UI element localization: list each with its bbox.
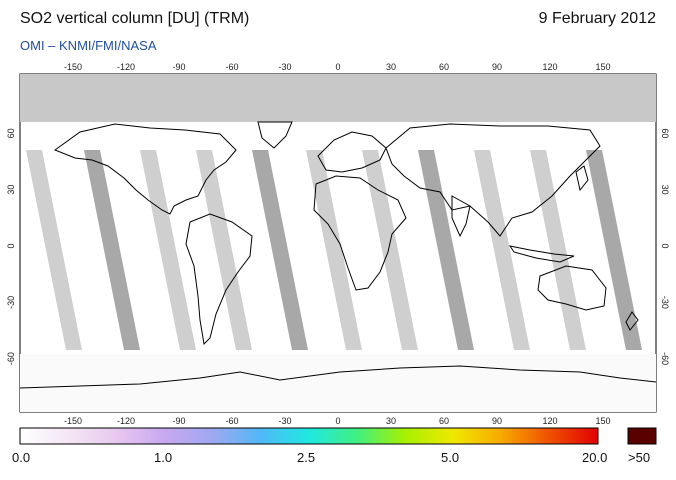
orbit-swath	[530, 150, 586, 350]
orbit-swath	[140, 150, 196, 350]
tick-label: 0	[6, 243, 16, 248]
tick-label: 30	[386, 416, 396, 426]
tick-label: -60	[6, 352, 16, 365]
data-source-label: OMI – KNMI/FMI/NASA	[20, 38, 157, 53]
south-low-signal-band	[20, 354, 656, 412]
latitude-ticks-right: 60 30 0 -30 -60	[660, 128, 670, 365]
new-zealand-outline	[625, 311, 639, 331]
colorbar-label-1: 1.0	[154, 450, 173, 465]
australia-outline	[537, 265, 607, 311]
tick-label: 0	[335, 62, 340, 72]
tick-label: -90	[172, 62, 185, 72]
europe-outline	[317, 131, 387, 173]
orbit-swath	[84, 150, 140, 350]
africa-outline	[313, 175, 407, 291]
orbit-swath	[26, 150, 82, 350]
orbit-swath	[474, 150, 530, 350]
asia-outline	[385, 123, 601, 237]
tick-label: -30	[6, 296, 16, 309]
map-date: 9 February 2012	[538, 10, 656, 27]
tick-label: 30	[6, 185, 16, 195]
tick-label: 150	[595, 62, 610, 72]
tick-label: 120	[542, 416, 557, 426]
tick-label: -150	[64, 416, 82, 426]
tick-label: 60	[439, 416, 449, 426]
orbit-swath	[196, 150, 252, 350]
longitude-ticks-top: -150 -120 -90 -60 -30 0 30 60 90 120 150	[64, 62, 611, 72]
orbit-swath	[418, 150, 474, 350]
tick-label: 60	[6, 128, 16, 138]
colorbar	[19, 427, 599, 445]
japan-outline	[575, 165, 589, 192]
tick-label: -120	[117, 62, 135, 72]
antarctica-outline	[20, 365, 656, 389]
tick-label: 90	[492, 62, 502, 72]
orbit-swath	[252, 150, 308, 350]
tick-label: -90	[172, 416, 185, 426]
tick-label: -150	[64, 62, 82, 72]
colorbar-overflow-box	[627, 427, 657, 445]
tick-label: -60	[225, 416, 238, 426]
tick-label: 60	[660, 128, 670, 138]
tick-label: 0	[660, 243, 670, 248]
orbit-gap-swaths	[26, 150, 642, 350]
colorbar-label-4: 20.0	[582, 450, 608, 465]
tick-label: -60	[660, 352, 670, 365]
india-outline	[451, 195, 471, 238]
tick-label: 90	[492, 416, 502, 426]
colorbar-overflow-label: >50	[628, 450, 651, 465]
coastlines	[20, 121, 656, 389]
tick-label: -30	[278, 62, 291, 72]
orbit-swath	[362, 150, 418, 350]
tick-label: 60	[439, 62, 449, 72]
latitude-ticks-left: 60 30 0 -30 -60	[6, 128, 16, 365]
tick-label: -60	[225, 62, 238, 72]
tick-label: -30	[660, 296, 670, 309]
tick-label: 120	[542, 62, 557, 72]
colorbar-label-0: 0.0	[12, 450, 31, 465]
orbit-swath	[586, 150, 642, 350]
tick-label: 30	[386, 62, 396, 72]
tick-label: -30	[278, 416, 291, 426]
north-america-outline	[53, 123, 237, 215]
map-title: SO2 vertical column [DU] (TRM)	[20, 10, 250, 27]
tick-label: 0	[335, 416, 340, 426]
greenland-outline	[257, 121, 293, 149]
tick-label: 150	[595, 416, 610, 426]
orbit-swath	[306, 150, 362, 350]
longitude-ticks-bottom: -150 -120 -90 -60 -30 0 30 60 90 120 150	[64, 416, 611, 426]
colorbar-label-2: 2.5	[297, 450, 316, 465]
tick-label: -120	[117, 416, 135, 426]
indonesia-outline	[508, 245, 575, 263]
colorbar-label-3: 5.0	[441, 450, 460, 465]
south-america-outline	[185, 213, 253, 346]
tick-label: 30	[660, 185, 670, 195]
north-polar-no-data	[20, 74, 656, 122]
